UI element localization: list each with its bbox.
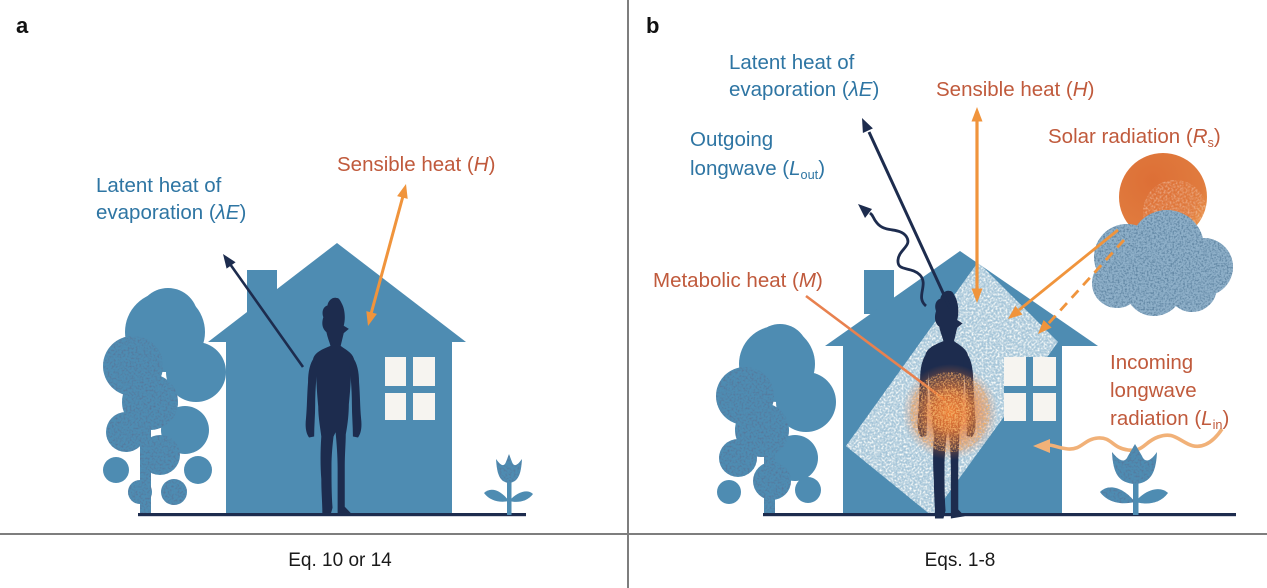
panel-letter-b: b — [646, 13, 660, 38]
solar-arrow-dashed — [1038, 239, 1126, 334]
incoming-longwave-arrow — [1033, 427, 1224, 453]
cloud-icon — [1092, 210, 1233, 316]
latent-heat-arrow-b — [862, 118, 952, 309]
label-incoming-longwave: Incoming longwave radiation (Lin) — [1110, 351, 1230, 432]
label-latent-heat-a: Latent heat of evaporation (λE) — [96, 174, 247, 224]
sensible-heat-arrow-b — [971, 107, 983, 303]
person-icon — [305, 297, 362, 516]
tree-icon — [716, 324, 836, 515]
tree-icon — [103, 288, 226, 515]
outgoing-longwave-arrow — [858, 204, 928, 308]
label-metabolic-heat: Metabolic heat (M) — [653, 269, 823, 292]
flower-icon — [1100, 444, 1168, 515]
belly-glow — [902, 364, 998, 460]
ground-line — [763, 513, 1236, 517]
caption-divider — [0, 533, 1267, 535]
label-sensible-heat-b: Sensible heat (H) — [936, 78, 1095, 101]
label-solar-radiation: Solar radiation (Rs) — [1048, 125, 1221, 150]
label-latent-heat-b: Latent heat of evaporation (λE) — [729, 51, 880, 101]
latent-heat-arrow-a — [223, 254, 305, 368]
ground-line — [138, 513, 526, 517]
sensible-heat-arrow-a — [366, 184, 408, 326]
label-sensible-heat-a: Sensible heat (H) — [337, 153, 496, 176]
caption-panel-b: Eqs. 1-8 — [924, 550, 996, 571]
panel-letter-a: a — [16, 13, 29, 38]
caption-panel-a: Eq. 10 or 14 — [288, 550, 392, 571]
label-outgoing-longwave: Outgoing longwave (Lout) — [690, 128, 826, 182]
flower-icon — [484, 454, 533, 515]
solar-arrow-solid — [1008, 228, 1119, 319]
panel-divider — [627, 0, 629, 588]
